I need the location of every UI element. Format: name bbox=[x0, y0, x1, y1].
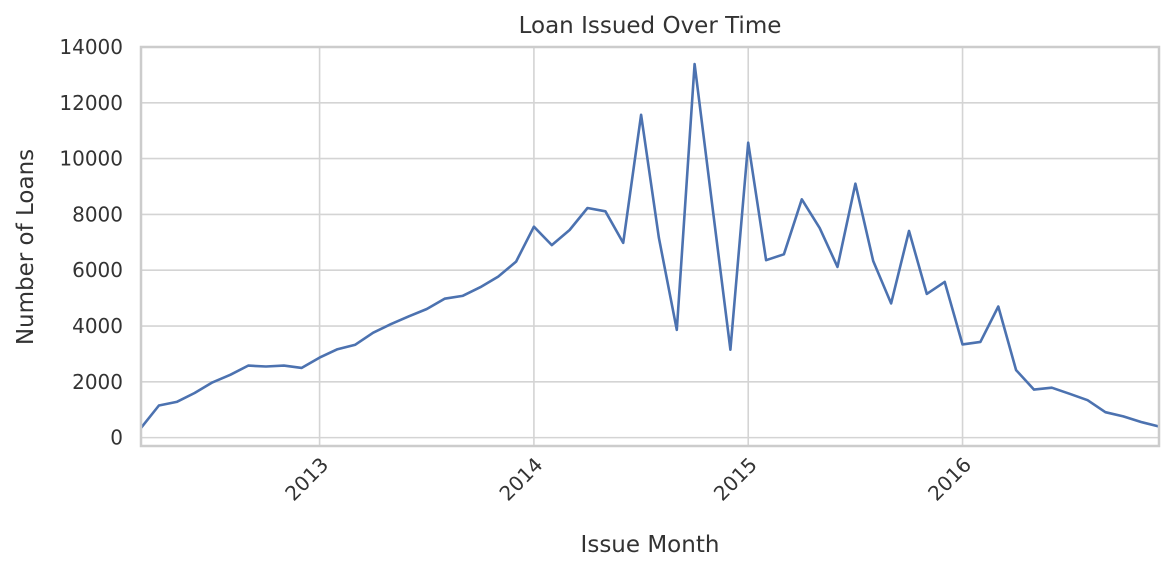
x-tick-label: 2013 bbox=[280, 453, 333, 506]
series-layer bbox=[139, 62, 1160, 429]
y-axis-title: Number of Loans bbox=[13, 149, 39, 345]
y-tick-label: 14000 bbox=[59, 35, 123, 59]
grid-lines bbox=[141, 46, 1159, 446]
x-axis-title: Issue Month bbox=[581, 532, 720, 558]
y-tick-label: 0 bbox=[110, 426, 123, 450]
series-line bbox=[139, 62, 1160, 429]
y-tick-label: 2000 bbox=[72, 370, 123, 394]
x-tick-label: 2016 bbox=[923, 453, 976, 506]
y-tick-label: 12000 bbox=[59, 91, 123, 115]
chart-title: Loan Issued Over Time bbox=[519, 13, 782, 39]
x-tick-labels: 2013 2014 2015 2016 bbox=[280, 453, 976, 506]
y-tick-label: 4000 bbox=[72, 314, 123, 338]
x-tick-label: 2014 bbox=[494, 453, 547, 506]
y-tick-label: 6000 bbox=[72, 258, 123, 282]
y-tick-labels: 0 2000 4000 6000 8000 10000 12000 14000 bbox=[59, 35, 123, 450]
y-tick-label: 10000 bbox=[59, 147, 123, 171]
plot-frame bbox=[139, 45, 1161, 448]
y-tick-label: 8000 bbox=[72, 202, 123, 226]
x-tick-label: 2015 bbox=[709, 453, 762, 506]
